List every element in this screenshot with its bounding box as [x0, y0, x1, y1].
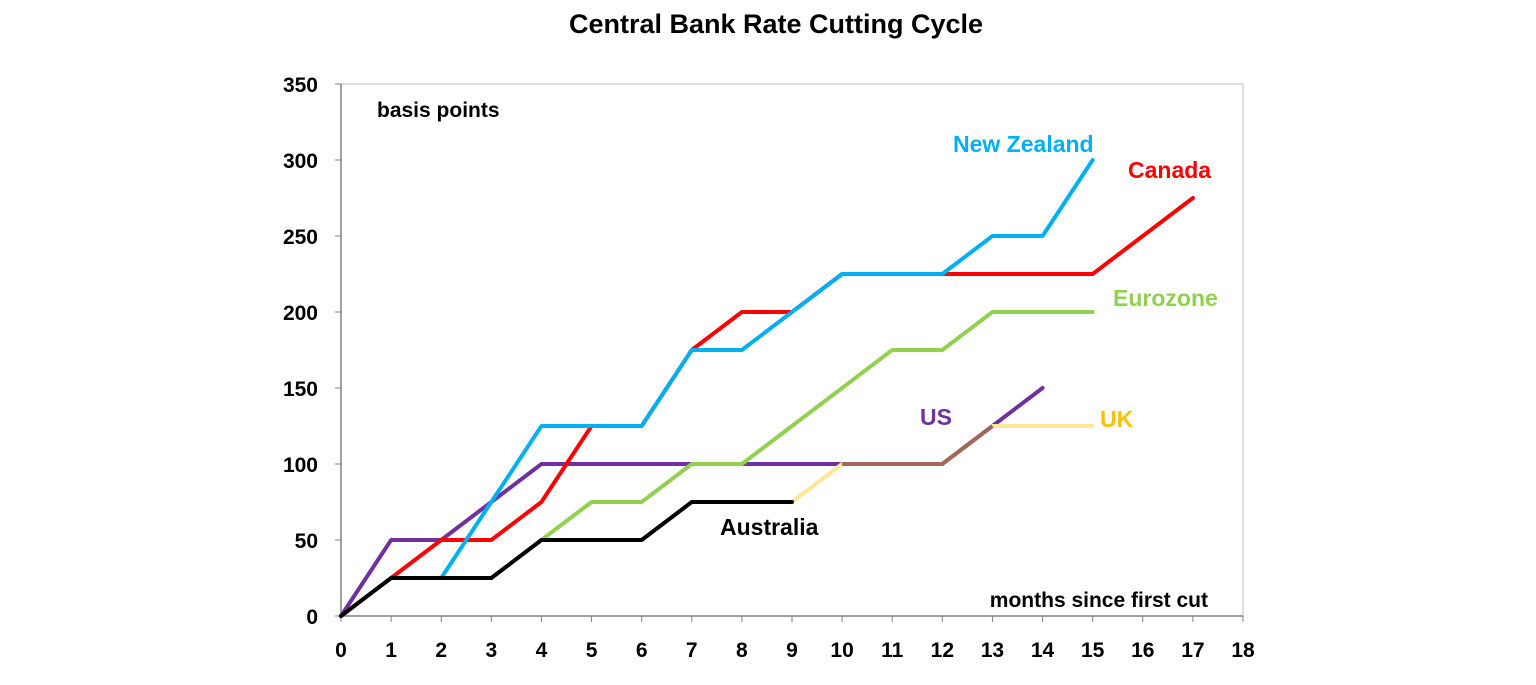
x-tick-label: 17 — [1181, 639, 1204, 662]
series-overlap-us-uk — [842, 424, 994, 466]
series-label-canada: Canada — [1128, 157, 1211, 183]
series-line-australia — [339, 500, 794, 618]
series-label-uk: UK — [1100, 406, 1134, 432]
y-tick-label: 50 — [295, 530, 318, 553]
y-axis-label: basis points — [377, 99, 500, 122]
y-tick-label: 350 — [283, 74, 318, 97]
x-tick-label: 0 — [335, 639, 347, 662]
x-tick-label: 12 — [931, 639, 954, 662]
y-tick-label: 150 — [283, 378, 318, 401]
x-tick-label: 15 — [1081, 639, 1105, 662]
x-axis-label: months since first cut — [990, 589, 1208, 612]
x-tick-label: 13 — [981, 639, 1004, 662]
y-tick-label: 200 — [283, 302, 318, 325]
y-tick-label: 100 — [283, 454, 318, 477]
series-line-new-zealand — [439, 158, 1095, 580]
y-tick-label: 300 — [283, 150, 318, 173]
x-tick-label: 8 — [736, 639, 748, 662]
y-tick-label: 250 — [283, 226, 318, 249]
x-tick-label: 3 — [485, 639, 497, 662]
x-tick-label: 6 — [636, 639, 648, 662]
x-tick-label: 14 — [1031, 639, 1055, 662]
y-tick-label: 0 — [306, 606, 318, 629]
series-label-us: US — [920, 404, 952, 430]
x-tick-label: 18 — [1231, 639, 1255, 662]
series-label-new-zealand: New Zealand — [953, 131, 1094, 157]
series-line-eurozone — [339, 310, 1095, 618]
x-tick-label: 1 — [385, 639, 397, 662]
x-tick-label: 9 — [786, 639, 798, 662]
x-tick-label: 5 — [586, 639, 598, 662]
series-label-australia: Australia — [720, 514, 819, 540]
series-label-eurozone: Eurozone — [1113, 285, 1218, 311]
x-tick-label: 10 — [830, 639, 853, 662]
x-tick-label: 16 — [1131, 639, 1154, 662]
x-tick-label: 11 — [881, 639, 904, 662]
chart-title: Central Bank Rate Cutting Cycle — [569, 9, 983, 39]
x-tick-label: 7 — [686, 639, 698, 662]
series-line-canada — [339, 196, 1195, 618]
x-tick-label: 4 — [536, 639, 548, 662]
x-tick-label: 2 — [435, 639, 447, 662]
